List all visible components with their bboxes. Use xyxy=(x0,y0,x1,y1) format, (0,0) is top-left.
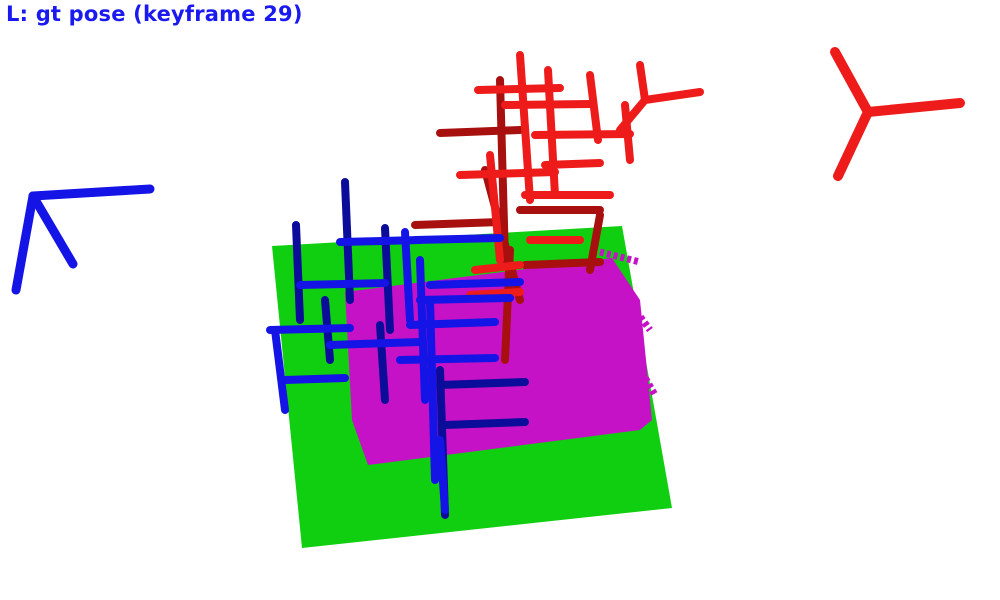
est-pose-frames xyxy=(456,51,704,299)
view-title-label: L: gt pose (keyframe 29) xyxy=(6,2,303,26)
reconstruction-edge xyxy=(599,248,659,397)
gt-pose-frames xyxy=(266,228,524,514)
est-pose-triad-large xyxy=(830,47,965,181)
gt-pose-triad-large xyxy=(11,184,155,295)
